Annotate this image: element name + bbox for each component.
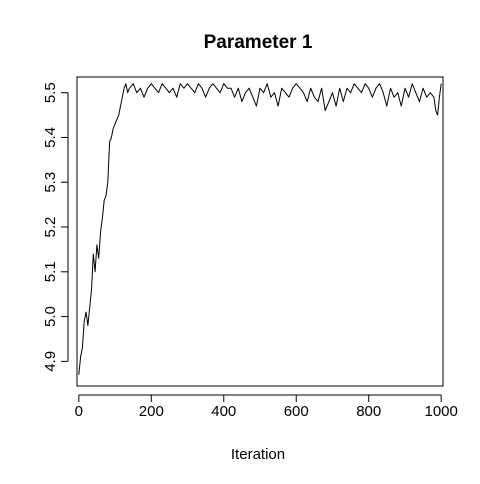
series-line [78, 83, 442, 375]
x-tick-label: 200 [139, 403, 164, 420]
x-tick-label: 800 [356, 403, 381, 420]
y-tick-label: 4.9 [42, 351, 59, 372]
plot-frame [76, 76, 444, 387]
chart-title: Parameter 1 [204, 32, 313, 53]
y-tick-label: 5.4 [42, 127, 59, 148]
x-tick-label: 400 [211, 403, 236, 420]
y-tick-label: 5.3 [42, 172, 59, 193]
y-tick-label: 5.2 [42, 217, 59, 238]
x-axis: 0 200 400 600 800 1000 [75, 394, 458, 420]
x-axis-title: Iteration [231, 446, 285, 463]
y-tick-label: 5.5 [42, 82, 59, 103]
x-tick-label: 600 [284, 403, 309, 420]
y-axis: 4.9 5.0 5.1 5.2 5.3 5.4 5.5 [42, 82, 69, 372]
x-tick-label: 1000 [425, 403, 458, 420]
y-tick-label: 5.1 [42, 261, 59, 282]
y-tick-label: 5.0 [42, 306, 59, 327]
x-tick-label: 0 [75, 403, 83, 420]
